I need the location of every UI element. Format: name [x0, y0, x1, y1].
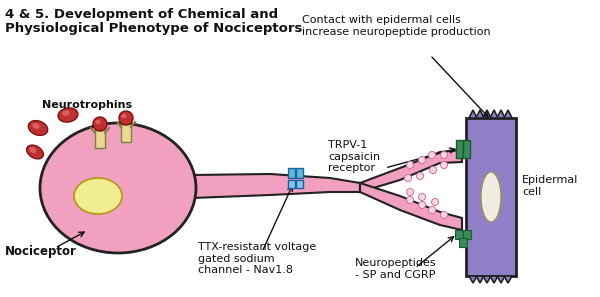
- Bar: [121, 124, 131, 142]
- Circle shape: [407, 189, 413, 195]
- Ellipse shape: [32, 123, 40, 129]
- Polygon shape: [360, 183, 462, 230]
- Bar: [463, 230, 471, 239]
- Text: Nociceptor: Nociceptor: [5, 245, 77, 258]
- Polygon shape: [497, 110, 505, 118]
- Bar: [459, 238, 467, 247]
- Ellipse shape: [481, 172, 501, 222]
- Circle shape: [431, 198, 439, 206]
- Bar: [95, 130, 105, 148]
- Bar: [456, 140, 463, 158]
- Circle shape: [440, 211, 448, 219]
- Bar: [296, 168, 303, 178]
- Text: Contact with epidermal cells
increase neuropeptide production: Contact with epidermal cells increase ne…: [302, 15, 491, 37]
- Polygon shape: [483, 276, 491, 283]
- Polygon shape: [497, 276, 505, 283]
- Circle shape: [428, 206, 436, 214]
- Ellipse shape: [119, 111, 133, 125]
- Circle shape: [419, 201, 425, 208]
- Polygon shape: [476, 110, 484, 118]
- Polygon shape: [469, 276, 477, 283]
- Text: TTX-resistant voltage
gated sodium
channel - Nav1.8: TTX-resistant voltage gated sodium chann…: [198, 242, 316, 275]
- Circle shape: [416, 173, 424, 179]
- Ellipse shape: [93, 117, 107, 131]
- Text: TRPV-1
capsaicin
receptor: TRPV-1 capsaicin receptor: [328, 140, 380, 173]
- Ellipse shape: [28, 121, 47, 135]
- Polygon shape: [504, 110, 512, 118]
- Text: Neuropeptides
- SP and CGRP: Neuropeptides - SP and CGRP: [355, 258, 437, 279]
- Circle shape: [404, 175, 412, 181]
- Ellipse shape: [29, 147, 37, 153]
- Circle shape: [440, 151, 448, 159]
- Polygon shape: [490, 276, 498, 283]
- Text: Physiological Phenotype of Nociceptors: Physiological Phenotype of Nociceptors: [5, 22, 302, 35]
- Bar: [455, 230, 463, 239]
- Ellipse shape: [26, 145, 43, 159]
- Polygon shape: [360, 150, 462, 192]
- Polygon shape: [476, 276, 484, 283]
- Polygon shape: [504, 276, 512, 283]
- Circle shape: [419, 157, 425, 164]
- Text: Neurotrophins: Neurotrophins: [42, 100, 132, 110]
- Ellipse shape: [95, 119, 101, 124]
- Circle shape: [430, 167, 437, 173]
- Bar: [288, 180, 295, 188]
- Polygon shape: [483, 110, 491, 118]
- Bar: [463, 140, 470, 158]
- Circle shape: [428, 151, 436, 159]
- Circle shape: [440, 162, 448, 168]
- Bar: [466, 118, 516, 276]
- Polygon shape: [490, 110, 498, 118]
- Polygon shape: [192, 174, 360, 198]
- Text: 4 & 5. Development of Chemical and: 4 & 5. Development of Chemical and: [5, 8, 278, 21]
- Ellipse shape: [121, 113, 127, 119]
- Ellipse shape: [62, 110, 70, 116]
- Circle shape: [419, 194, 425, 200]
- Circle shape: [407, 197, 413, 203]
- Polygon shape: [469, 110, 477, 118]
- Bar: [296, 180, 303, 188]
- Ellipse shape: [58, 108, 78, 122]
- Ellipse shape: [74, 178, 122, 214]
- Ellipse shape: [40, 123, 196, 253]
- Circle shape: [407, 162, 413, 168]
- Text: Epidermal
cell: Epidermal cell: [522, 175, 578, 197]
- Bar: [288, 168, 295, 178]
